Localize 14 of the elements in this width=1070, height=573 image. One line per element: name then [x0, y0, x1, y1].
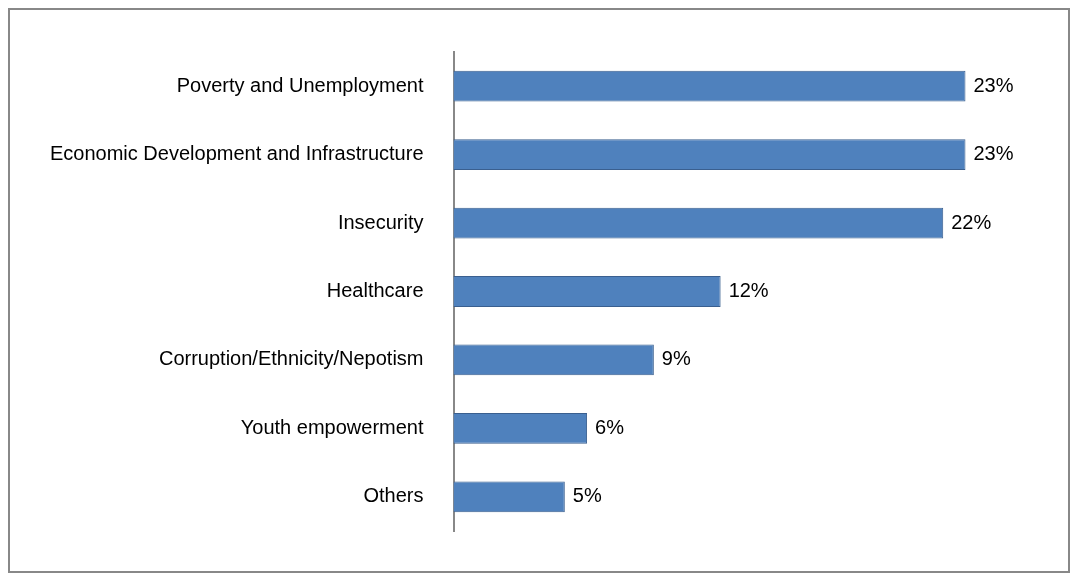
y-tick-label: Healthcare — [326, 279, 424, 302]
data-label: 22% — [951, 210, 992, 233]
y-tick-label: Youth empowerment — [240, 415, 424, 438]
y-tick-label: Corruption/Ethnicity/Nepotism — [158, 347, 424, 370]
y-tick-label: Economic Development and Infrastructure — [50, 142, 424, 165]
data-label: 23% — [973, 73, 1014, 96]
data-label: 23% — [973, 142, 1014, 165]
data-label: 6% — [595, 415, 625, 438]
data-label: 5% — [572, 484, 602, 507]
data-label: 12% — [728, 279, 769, 302]
y-tick-label: Insecurity — [337, 210, 424, 233]
y-tick-label: Poverty and Unemployment — [176, 73, 424, 96]
y-tick-label: Others — [363, 484, 424, 507]
data-label: 9% — [661, 347, 691, 370]
